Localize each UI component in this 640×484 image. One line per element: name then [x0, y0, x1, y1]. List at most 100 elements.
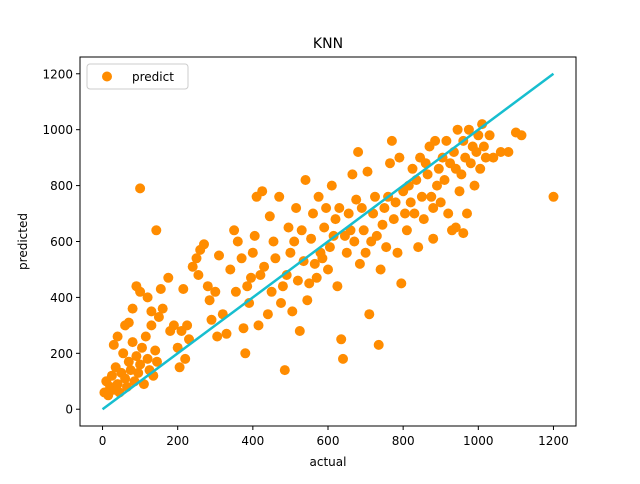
scatter-point	[168, 320, 179, 331]
scatter-point	[137, 342, 147, 353]
scatter-point	[163, 272, 174, 283]
scatter-point	[516, 130, 527, 141]
scatter-point	[413, 242, 424, 253]
scatter-point	[400, 208, 410, 219]
scatter-point	[358, 225, 369, 236]
fit-line	[101, 72, 555, 411]
scatter-point	[471, 147, 482, 157]
scatter-point	[249, 230, 260, 241]
y-axis-label: predicted	[16, 213, 30, 270]
scatter-point	[153, 312, 164, 322]
scatter-point	[475, 163, 486, 174]
scatter-point	[214, 250, 224, 261]
scatter-point	[264, 211, 275, 222]
scatter-point	[330, 214, 341, 225]
scatter-point	[182, 320, 193, 331]
scatter-point	[306, 233, 317, 244]
legend-marker	[102, 71, 112, 82]
scatter-point	[450, 222, 461, 233]
scatter-point	[236, 253, 247, 264]
scatter-point	[230, 286, 241, 297]
scatter-point	[341, 247, 352, 258]
scatter-point	[311, 272, 322, 283]
scatter-point	[112, 379, 123, 390]
scatter-point	[221, 328, 232, 339]
scatter-point	[379, 203, 390, 213]
legend: predict	[86, 63, 189, 90]
scatter-point	[480, 152, 491, 163]
scatter-point	[262, 309, 273, 320]
scatter-point	[151, 225, 162, 236]
scatter-point	[277, 281, 288, 292]
scatter-point	[283, 222, 294, 233]
scatter-point	[225, 264, 236, 275]
scatter-point	[454, 186, 465, 197]
scatter-point	[302, 295, 313, 306]
y-tick-label: 1200	[42, 67, 73, 81]
scatter-point	[465, 158, 476, 169]
scatter-point	[112, 331, 123, 342]
scatter-point	[433, 163, 444, 174]
scatter-point	[428, 203, 439, 213]
axis-ticks: 0 200 400 600 800 1000 1200 0 200 400 600 800 1000 12…	[42, 67, 568, 448]
scatter-point	[246, 272, 256, 283]
scatter-point	[274, 191, 285, 202]
legend-box	[86, 63, 189, 90]
scatter-point	[259, 261, 270, 272]
scatter-point	[232, 236, 243, 247]
scatter-point	[362, 166, 373, 177]
scatter-point	[291, 203, 302, 213]
scatter-point	[127, 337, 138, 348]
y-tick-label: 0	[65, 403, 73, 417]
scatter-point	[287, 306, 298, 317]
scatter-point	[323, 264, 333, 275]
scatter-point	[150, 345, 161, 356]
scatter-point	[180, 353, 191, 364]
scatter-point	[206, 314, 217, 325]
scatter-point	[135, 183, 146, 194]
scatter-point	[313, 191, 324, 202]
scatter-point	[193, 270, 204, 280]
scatter-point	[276, 298, 286, 308]
scatter-point	[157, 303, 168, 314]
scatter-point	[125, 365, 136, 376]
scatter-point	[123, 317, 134, 328]
y-tick-label: 400	[50, 291, 73, 305]
scatter-point	[469, 180, 480, 191]
scatter-point	[238, 323, 249, 334]
scatter-point	[210, 286, 221, 297]
scatter-point	[332, 281, 343, 292]
scatter-point	[338, 353, 348, 364]
scatter-point	[131, 351, 142, 362]
scatter-point	[266, 286, 277, 297]
scatter-point	[458, 228, 469, 239]
scatter-point	[142, 353, 153, 364]
x-tick-label: 0	[99, 434, 107, 448]
scatter-point	[253, 320, 264, 331]
scatter-point	[462, 208, 472, 219]
scatter-point	[390, 197, 401, 208]
scatter-point	[435, 197, 446, 208]
scatter-point	[385, 158, 395, 169]
scatter-point	[405, 197, 416, 208]
scatter-point	[281, 270, 292, 280]
scatter-point	[441, 135, 452, 146]
scatter-point	[304, 278, 315, 289]
scatter-point	[155, 284, 166, 294]
plot-area	[99, 72, 559, 411]
scatter-point	[146, 306, 157, 317]
scatter-point	[392, 247, 403, 258]
scatter-point	[401, 225, 412, 236]
scatter-point	[135, 286, 146, 297]
y-tick-label: 600	[50, 235, 73, 249]
y-tick-label: 200	[50, 347, 73, 361]
legend-label: predict	[132, 70, 174, 84]
scatter-point	[187, 261, 198, 272]
scatter-point	[123, 356, 134, 367]
y-tick-label: 800	[50, 179, 73, 193]
scatter-point	[178, 284, 189, 294]
scatter-point	[270, 253, 281, 264]
scatter-point	[257, 186, 268, 197]
scatter-point	[432, 180, 442, 191]
